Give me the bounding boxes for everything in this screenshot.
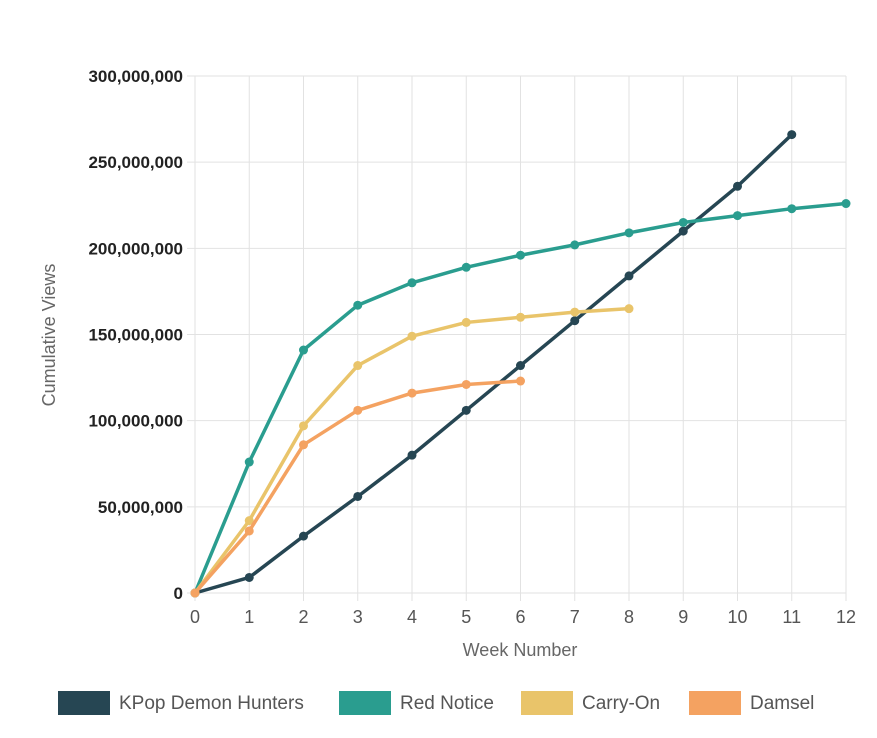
x-tick-label: 3: [353, 607, 363, 627]
x-tick-label: 6: [515, 607, 525, 627]
y-axis-label: Cumulative Views: [39, 264, 59, 407]
data-point: [516, 376, 525, 386]
legend-item[interactable]: Carry-On: [521, 691, 660, 715]
data-point: [244, 457, 254, 467]
y-tick-label: 300,000,000: [88, 67, 183, 86]
x-tick-label: 0: [190, 607, 200, 627]
x-tick-label: 11: [782, 607, 801, 627]
grid: [187, 75, 847, 601]
legend-swatch: [521, 691, 573, 715]
data-point: [407, 278, 417, 288]
data-point: [407, 331, 417, 341]
series-0: [190, 130, 797, 598]
y-tick-label: 200,000,000: [88, 239, 183, 258]
data-point: [787, 204, 797, 214]
data-point: [299, 440, 308, 450]
x-tick-label: 4: [407, 607, 417, 627]
data-point: [678, 217, 688, 227]
y-tick-label: 100,000,000: [88, 412, 183, 431]
legend-swatch: [339, 691, 391, 715]
data-point: [244, 572, 254, 582]
data-point: [244, 516, 254, 526]
data-point: [733, 181, 742, 191]
x-tick-label: 8: [624, 607, 634, 627]
legend-swatch: [689, 691, 741, 715]
legend-label: KPop Demon Hunters: [119, 693, 304, 714]
data-point: [516, 361, 525, 371]
legend-item[interactable]: Damsel: [689, 691, 814, 715]
legend-label: Carry-On: [582, 693, 660, 714]
data-point: [461, 405, 471, 415]
series-layer: [190, 130, 851, 598]
data-point: [624, 228, 634, 238]
legend-label: Red Notice: [400, 693, 494, 714]
data-point: [407, 388, 417, 398]
data-point: [353, 300, 363, 310]
data-point: [624, 271, 634, 281]
x-tick-label: 2: [298, 607, 308, 627]
data-point: [244, 526, 254, 536]
data-point: [461, 317, 471, 327]
data-point: [570, 307, 580, 317]
x-tick-label: 10: [727, 607, 747, 627]
data-point: [299, 421, 308, 431]
data-point: [353, 405, 363, 415]
data-point: [353, 361, 363, 371]
x-tick-label: 9: [678, 607, 688, 627]
legend-item[interactable]: KPop Demon Hunters: [58, 691, 304, 715]
data-point: [841, 199, 851, 209]
series-1: [190, 199, 851, 598]
x-tick-label: 7: [570, 607, 580, 627]
series-line: [193, 132, 794, 595]
data-point: [678, 226, 688, 236]
y-axis-ticks: 0 50,000,000 100,000,000 150,000,000 200,000…: [88, 67, 183, 603]
data-point: [299, 345, 308, 355]
data-point: [516, 250, 525, 260]
x-axis-label: Week Number: [463, 640, 578, 660]
data-point: [353, 491, 363, 501]
series-3: [190, 376, 525, 598]
y-tick-label: 250,000,000: [88, 153, 183, 172]
data-point: [461, 262, 471, 272]
x-tick-label: 5: [461, 607, 471, 627]
x-axis-ticks: 0 1 2 3 4 5 6 7 8 9 10 11 12: [190, 607, 856, 627]
legend-swatch: [58, 691, 110, 715]
legend-item[interactable]: Red Notice: [339, 691, 494, 715]
data-point: [733, 211, 742, 221]
data-point: [787, 130, 797, 140]
data-point: [570, 240, 580, 250]
y-tick-label: 50,000,000: [98, 498, 183, 517]
y-tick-label: 150,000,000: [88, 326, 183, 345]
x-tick-label: 12: [836, 607, 856, 627]
data-point: [299, 531, 308, 541]
x-tick-label: 1: [244, 607, 254, 627]
data-point: [190, 588, 200, 598]
data-point: [516, 312, 525, 322]
y-tick-label: 0: [174, 584, 183, 603]
data-point: [461, 379, 471, 389]
legend: KPop Demon Hunters Red Notice Carry-On Dams…: [58, 691, 814, 715]
data-point: [570, 316, 580, 326]
data-point: [407, 450, 417, 460]
legend-label: Damsel: [750, 693, 814, 714]
data-point: [624, 304, 634, 314]
